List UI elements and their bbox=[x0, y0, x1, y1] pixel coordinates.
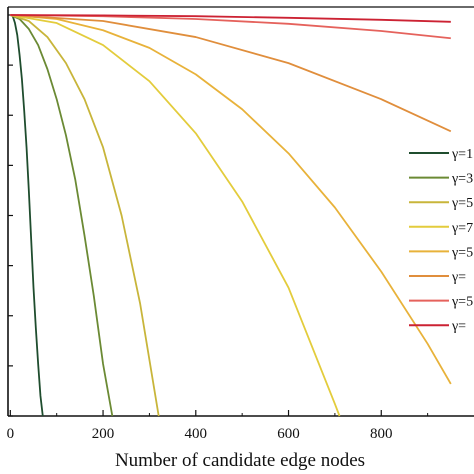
series-line-3 bbox=[10, 14, 160, 417]
series-line-1 bbox=[10, 14, 44, 417]
legend-label-1: γ=1 bbox=[451, 147, 473, 162]
axes: 0 200 400 600 800 bbox=[7, 6, 474, 442]
x-axis-title: Number of candidate edge nodes bbox=[115, 450, 365, 471]
legend-label-7: γ=5 bbox=[451, 295, 473, 310]
x-tick-label: 600 bbox=[277, 426, 300, 442]
x-tick-label: 0 bbox=[7, 426, 15, 442]
x-tick-label: 800 bbox=[370, 426, 393, 442]
legend-label-8: γ= bbox=[451, 319, 466, 334]
x-tick-label: 400 bbox=[185, 426, 208, 442]
series-line-5 bbox=[10, 14, 452, 385]
series-group bbox=[9, 14, 452, 417]
series-line-6 bbox=[10, 14, 452, 133]
series-line-2 bbox=[9, 14, 114, 417]
legend-label-5: γ=5 bbox=[451, 245, 473, 260]
legend: γ=1 γ=3 γ=5 γ=7 γ=5 γ= γ=5 γ= bbox=[409, 147, 473, 334]
series-line-4 bbox=[10, 14, 341, 417]
legend-label-6: γ= bbox=[451, 270, 466, 285]
legend-label-3: γ=5 bbox=[451, 196, 473, 211]
legend-label-4: γ=7 bbox=[451, 221, 473, 236]
legend-label-2: γ=3 bbox=[451, 172, 473, 187]
x-tick-label: 200 bbox=[92, 426, 115, 442]
series-line-8 bbox=[10, 14, 451, 23]
